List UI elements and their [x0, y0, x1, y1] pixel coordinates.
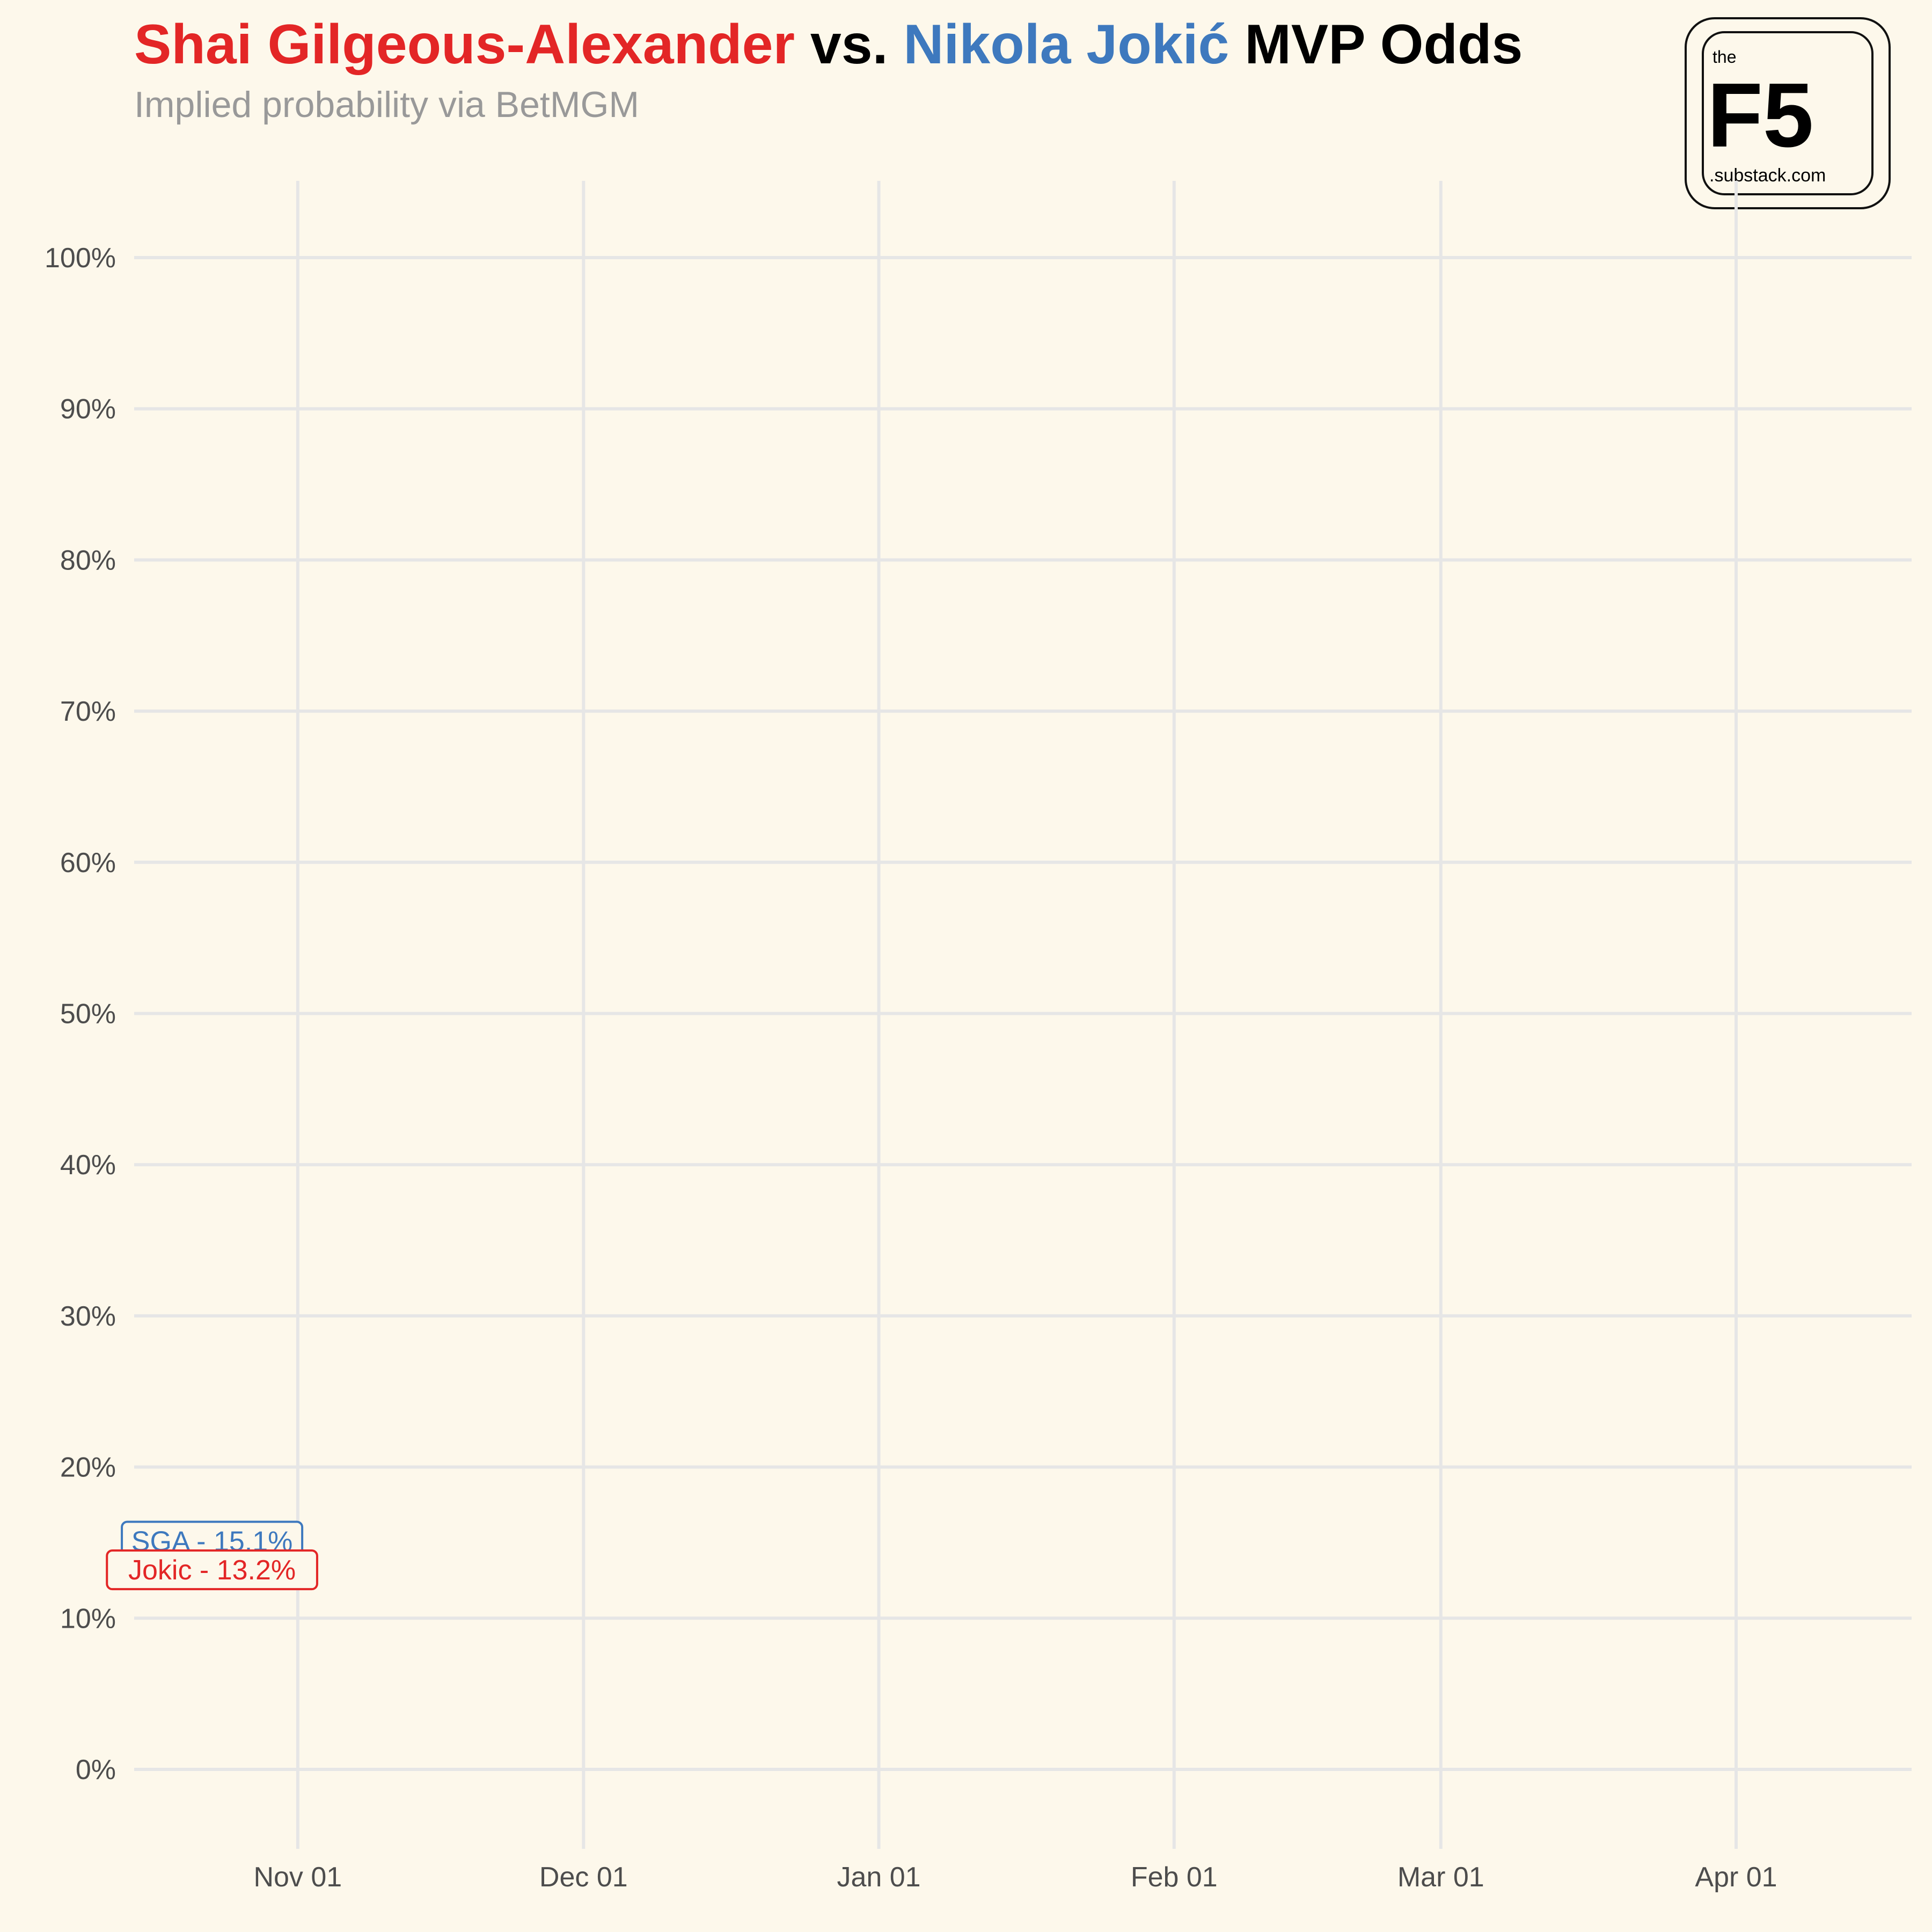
logo-inner-border: the F5 .substack.com	[1702, 31, 1874, 195]
grid	[134, 181, 1912, 1849]
y-tick-label: 70%	[60, 696, 116, 727]
axis-ticks: 0% 10% 20% 30% 40% 50% 60% 70% 80% 90% 100% Nov 01 D…	[45, 243, 1777, 1893]
x-tick-label: Dec 01	[539, 1862, 628, 1893]
title-jokic: Nikola Jokić	[903, 13, 1230, 76]
title-vs: vs.	[795, 13, 904, 76]
y-tick-label: 30%	[60, 1301, 116, 1332]
label-text: Jokic - 13.2%	[128, 1555, 296, 1586]
logo-bottom-text: .substack.com	[1709, 165, 1826, 186]
chart-title: Shai Gilgeous-Alexander vs. Nikola Jokić…	[134, 10, 1690, 79]
title-suffix: MVP Odds	[1229, 13, 1523, 76]
title-sga: Shai Gilgeous-Alexander	[134, 13, 795, 76]
x-tick-label: Apr 01	[1695, 1862, 1777, 1893]
label-box	[106, 1549, 318, 1591]
series-labels: SGA - 15.1%Jokic - 13.2%	[106, 1520, 318, 1591]
y-tick-label: 20%	[60, 1452, 116, 1483]
y-tick-label: 80%	[60, 545, 116, 576]
logo-top-text: the	[1713, 47, 1737, 67]
x-tick-label: Jan 01	[837, 1862, 920, 1893]
x-tick-label: Nov 01	[253, 1862, 342, 1893]
y-tick-label: 100%	[45, 243, 116, 274]
y-tick-label: 0%	[76, 1754, 116, 1785]
f5-logo: the F5 .substack.com	[1685, 17, 1891, 209]
series-label-jokic: Jokic - 13.2%	[106, 1549, 318, 1591]
y-tick-label: 40%	[60, 1150, 116, 1181]
y-tick-label: 10%	[60, 1603, 116, 1634]
y-tick-label: 50%	[60, 999, 116, 1030]
y-tick-label: 90%	[60, 394, 116, 425]
y-tick-label: 60%	[60, 847, 116, 879]
chart-subtitle: Implied probability via BetMGM	[134, 84, 640, 125]
logo-main-text: F5	[1707, 64, 1814, 166]
chart-header: Shai Gilgeous-Alexander vs. Nikola Jokić…	[134, 10, 1690, 129]
x-tick-label: Mar 01	[1397, 1862, 1484, 1893]
x-tick-label: Feb 01	[1131, 1862, 1218, 1893]
